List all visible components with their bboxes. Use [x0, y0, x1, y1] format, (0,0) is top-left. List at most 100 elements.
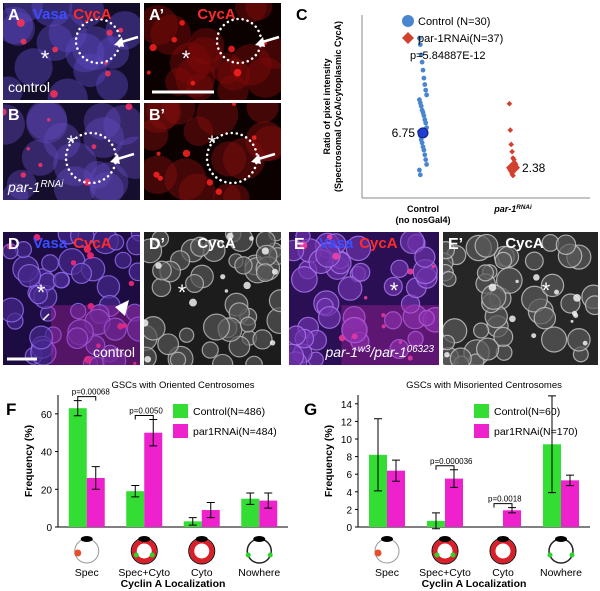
bar	[561, 480, 579, 527]
spot	[351, 333, 358, 340]
cell	[390, 259, 409, 278]
asterisk: *	[37, 280, 46, 305]
caption-part: par-1	[324, 344, 357, 360]
cell	[202, 313, 231, 341]
icon-hub	[253, 536, 266, 542]
data-point	[421, 147, 427, 153]
x-tick-label: Cyto	[191, 567, 213, 579]
legend-swatch	[173, 424, 188, 438]
error-bar	[566, 474, 574, 487]
cell	[183, 116, 214, 146]
mean-marker	[417, 127, 429, 139]
cell	[196, 103, 239, 136]
cell	[473, 322, 490, 339]
data-point	[417, 35, 422, 41]
x-tick-label-part: Control	[407, 204, 439, 214]
mean-marker	[506, 160, 520, 175]
cell	[6, 169, 37, 200]
x-tick-label-part: (no nosGal4)	[395, 215, 450, 225]
icon-dot	[267, 552, 273, 558]
cell	[383, 311, 403, 330]
data-point	[420, 67, 426, 73]
mean-label: 6.75	[392, 126, 416, 140]
cell	[341, 316, 368, 344]
channel-label: CycA	[359, 235, 398, 252]
cell	[252, 329, 273, 350]
asterisk: *	[178, 280, 187, 305]
panel-letter: D	[8, 236, 20, 253]
cell	[29, 325, 54, 350]
error-bar	[188, 517, 197, 526]
asterisk: *	[542, 278, 551, 303]
cell	[494, 251, 513, 270]
cell	[252, 125, 281, 161]
x-tick-label: Nowhere	[238, 567, 280, 579]
cell	[26, 103, 68, 144]
cell	[245, 121, 281, 162]
micrograph	[3, 232, 140, 365]
spot	[531, 333, 537, 339]
p-value: p=0.0018	[488, 495, 522, 504]
asterisk: *	[67, 131, 76, 156]
data-point	[422, 152, 428, 158]
spot	[83, 245, 92, 253]
legend-swatch	[474, 404, 489, 418]
data-point	[422, 82, 428, 87]
y-tick-label: 10	[341, 435, 353, 446]
cell	[268, 289, 281, 313]
cell	[102, 348, 127, 365]
error-bar	[432, 512, 440, 530]
panel-letter: B	[8, 107, 20, 124]
cell	[493, 326, 514, 347]
panel-letter: G	[304, 400, 317, 419]
spot	[332, 252, 340, 260]
panel-letter: A	[8, 7, 20, 24]
spot	[338, 334, 346, 342]
cell	[144, 119, 169, 151]
cell	[407, 330, 424, 348]
spot	[269, 340, 276, 346]
icon-hub	[80, 536, 93, 542]
cell	[383, 276, 403, 297]
channel-label: Vasa	[33, 6, 68, 23]
cell	[337, 276, 363, 301]
cell	[290, 266, 318, 293]
spot	[190, 80, 196, 86]
cell	[476, 264, 495, 282]
spot	[149, 44, 157, 52]
cell	[164, 158, 207, 200]
caption-part: control	[93, 344, 135, 360]
spot	[189, 298, 197, 307]
cell	[169, 351, 187, 365]
cell	[239, 316, 256, 333]
cell	[178, 173, 216, 200]
cell	[146, 103, 182, 130]
channel-label: Vasa	[319, 235, 354, 252]
cell	[144, 5, 179, 45]
data-point	[424, 92, 429, 98]
micrograph-bg	[3, 103, 140, 200]
cell	[211, 353, 234, 365]
cell	[144, 103, 180, 133]
error-bar	[264, 492, 273, 509]
cell	[187, 27, 225, 65]
legend-label: Control (N=30)	[418, 16, 490, 28]
asterisk: *	[390, 278, 399, 303]
micrograph	[443, 232, 598, 365]
asterisk: *	[182, 46, 191, 71]
cell	[213, 183, 241, 200]
cell	[113, 136, 140, 179]
spot	[182, 149, 191, 158]
spot	[105, 70, 111, 77]
y-tick-label: 0	[46, 523, 52, 534]
y-tick-label: 0	[346, 523, 352, 534]
spot	[515, 279, 519, 284]
error-bar	[246, 492, 255, 505]
data-point	[423, 120, 429, 126]
cell	[144, 155, 178, 195]
spot	[407, 268, 414, 275]
cell	[107, 233, 125, 251]
cell	[3, 76, 23, 100]
cell	[185, 273, 205, 294]
y-axis-label: (Spectrosomal CycA/cytoplasmic CycA)	[333, 21, 343, 192]
